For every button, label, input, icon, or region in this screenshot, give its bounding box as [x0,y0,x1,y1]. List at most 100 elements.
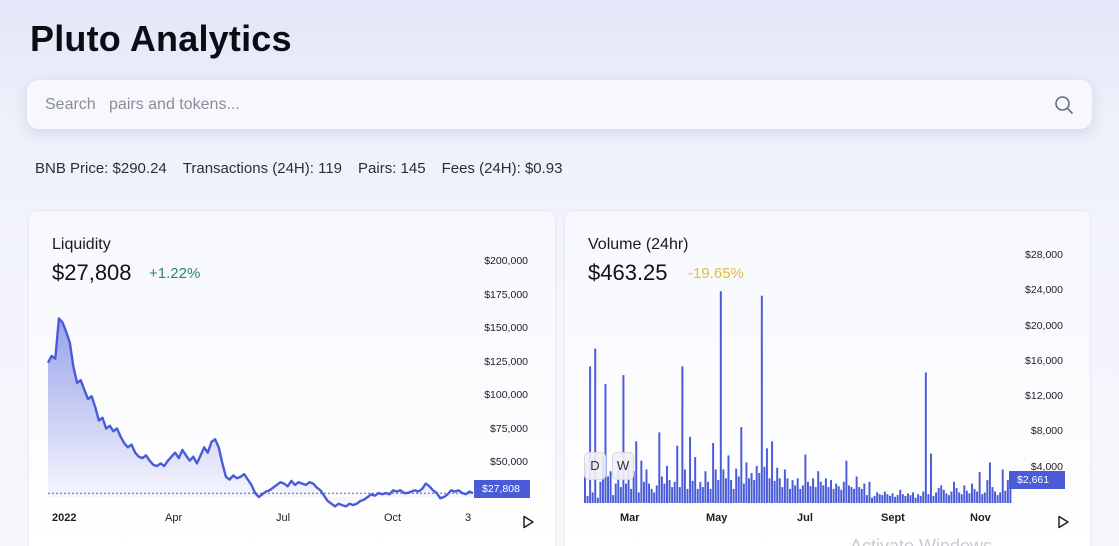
volume-bar [740,427,743,503]
volume-bar [837,486,840,503]
volume-bar [1004,490,1007,503]
volume-bar [689,436,692,503]
volume-bar [712,443,715,503]
volume-bar [755,465,758,503]
volume-bar [730,480,733,503]
volume-bar [940,485,943,503]
volume-y-tick: $16,000 [1025,355,1063,367]
volume-bar [983,492,986,503]
liquidity-play-icon[interactable] [521,515,535,529]
liquidity-y-tick: $50,000 [490,456,528,468]
volume-price-tag: $2,661 [1009,471,1065,489]
volume-bar [630,488,633,503]
liquidity-price-tag: $27,808 [474,480,530,498]
volume-bar [855,476,858,503]
volume-bar [799,488,802,503]
volume-bar [970,483,973,503]
volume-y-tick: $28,000 [1025,249,1063,261]
volume-x-tick: Mar [620,512,640,524]
volume-bar [935,492,938,503]
volume-bar [655,485,658,503]
volume-bar [742,483,745,503]
volume-bar [919,495,922,503]
volume-y-tick: $20,000 [1025,320,1063,332]
liquidity-x-tick: 2022 [52,512,77,524]
volume-bar [878,494,881,503]
volume-bar [950,491,953,503]
volume-bar [771,441,774,504]
volume-bar [835,483,838,503]
volume-bar [666,465,668,503]
volume-bar [817,471,820,503]
volume-label: Volume (24hr) [588,236,689,253]
volume-bar [591,492,594,503]
volume-bar [622,375,625,503]
volume-bar [653,492,656,503]
volume-bar [814,487,817,503]
volume-bar [988,462,991,503]
volume-bar [904,495,907,503]
volume-chart[interactable] [584,250,1014,505]
search-icon[interactable] [1054,95,1074,115]
volume-bar [801,485,804,503]
toggle-day-button[interactable]: D [584,452,606,480]
volume-bar [906,493,909,503]
volume-bar [947,495,950,503]
volume-bar [760,295,763,503]
liquidity-chart[interactable] [46,250,478,510]
volume-bar [986,480,989,503]
volume-bar [584,463,586,503]
volume-bar [840,489,843,503]
volume-bar [750,473,753,503]
liquidity-x-tick: 3 [465,512,472,524]
liquidity-x-tick: Jul [276,512,291,524]
windows-watermark: Activate Windows [850,536,993,546]
volume-bar [863,483,866,503]
toggle-week-button[interactable]: W [612,452,634,480]
volume-bar [724,478,727,503]
liquidity-x-tick: Oct [384,512,402,524]
volume-bar [822,485,825,503]
volume-bar [719,291,722,503]
volume-bar [658,432,661,503]
volume-bar [753,480,756,503]
volume-bar [955,488,958,503]
stat-fees: Fees (24H): $0.93 [441,160,563,177]
volume-bar [922,491,925,503]
search-bar[interactable] [27,80,1092,129]
volume-bar [635,441,638,504]
liquidity-area [48,318,473,507]
volume-bar [914,497,917,503]
volume-bar [781,487,784,503]
volume-bar [617,460,620,503]
volume-bar [832,488,835,503]
volume-bar [858,487,861,503]
volume-bar [991,487,994,503]
liquidity-value: $27,808 [52,260,132,285]
volume-bar [589,366,592,503]
volume-bar [809,486,812,503]
volume-bar [707,481,709,503]
volume-bar [847,485,850,503]
volume-bar [891,493,894,503]
volume-bar [763,466,766,503]
volume-bar [871,497,873,503]
volume-play-icon[interactable] [1056,515,1070,529]
search-input[interactable] [27,80,1037,129]
volume-bar [917,494,920,503]
stats-bar: BNB Price: $290.24 Transactions (24H): 1… [35,160,562,177]
stat-transactions: Transactions (24H): 119 [182,160,343,177]
volume-bar [627,458,630,503]
liquidity-y-tick: $175,000 [484,289,528,301]
volume-bar [924,372,927,503]
volume-x-tick: Jul [797,512,813,524]
liquidity-label: Liquidity [52,236,111,253]
volume-bar [968,493,971,503]
volume-bar [927,494,930,503]
volume-bar [694,457,697,503]
volume-bar [973,488,976,503]
volume-change: -19.65% [688,265,744,282]
volume-bar [699,481,702,503]
liquidity-line [46,317,474,508]
volume-bar [701,487,704,503]
